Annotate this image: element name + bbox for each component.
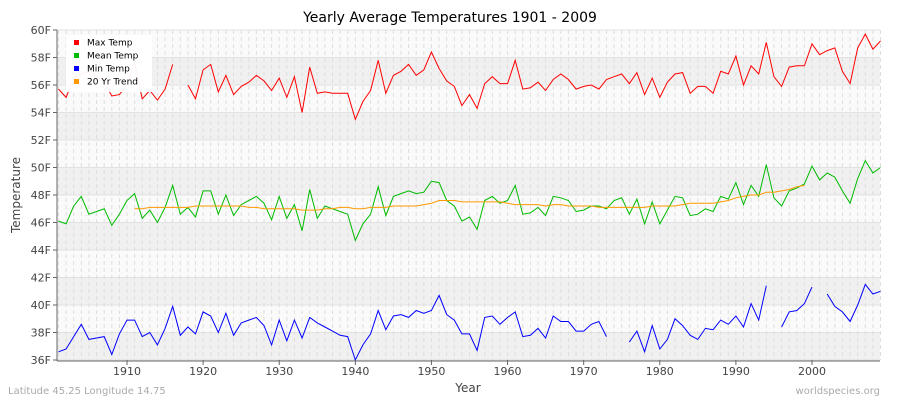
legend-label: Mean Temp [87,52,139,62]
y-tick-label: 60F [31,24,51,37]
y-tick-label: 54F [31,107,51,120]
legend-label: Max Temp [87,39,133,49]
x-tick-label: 1970 [570,365,598,378]
y-axis-label: Temperature [9,157,23,234]
legend-swatch [74,79,79,84]
legend-swatch [74,53,79,58]
y-tick-label: 50F [31,162,51,175]
grid-band [57,332,880,360]
series-line-min-temp [58,294,607,362]
legend-swatch [74,40,79,45]
y-tick-label: 48F [31,189,51,202]
series-line-20-yr-trend [134,184,805,211]
series-line-min-temp [826,283,881,323]
source-label: worldspecies.org [795,386,880,397]
legend-label: 20 Yr Trend [87,78,138,88]
y-tick-label: 44F [31,244,51,257]
y-tick-label: 42F [31,272,51,285]
y-tick-label: 52F [31,134,51,147]
grid-band [57,112,880,140]
x-tick-label: 1950 [417,365,445,378]
x-tick-label: 1920 [189,365,217,378]
legend-label: Min Temp [87,65,130,75]
series-line-mean-temp [58,159,881,242]
x-tick-label: 1960 [494,365,522,378]
chart-title: Yearly Average Temperatures 1901 - 2009 [302,10,597,26]
y-tick-label: 46F [31,217,51,230]
y-tick-label: 38F [31,327,51,340]
location-label: Latitude 45.25 Longitude 14.75 [8,386,166,397]
x-axis-label: Year [454,381,480,395]
y-tick-label: 56F [31,79,51,92]
series-line-min-temp [628,285,767,354]
x-tick-label: 2000 [798,365,826,378]
y-tick-label: 40F [31,299,51,312]
grid-band [57,57,880,85]
x-tick-label: 1940 [341,365,369,378]
series-line-max-temp [187,33,881,121]
x-tick-label: 1910 [113,365,141,378]
y-tick-label: 58F [31,52,51,65]
grid-band [57,222,880,250]
legend-swatch [74,66,79,71]
x-tick-label: 1990 [722,365,750,378]
grid-band [57,167,880,195]
legend-box [66,35,152,92]
y-tick-label: 36F [31,354,51,367]
series-line-min-temp [781,286,813,328]
grid-band [57,277,880,305]
x-tick-label: 1980 [646,365,674,378]
x-tick-label: 1930 [265,365,293,378]
legend: Max Temp Mean Temp Min Temp 20 Yr Trend [66,35,152,92]
